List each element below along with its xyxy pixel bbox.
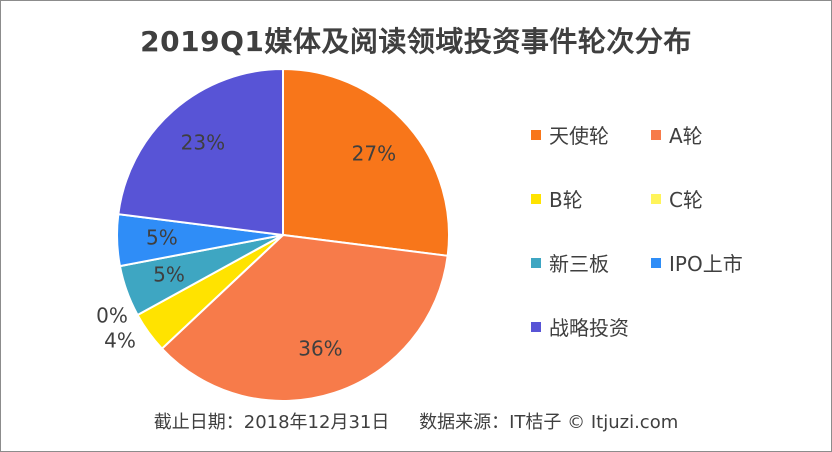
pie-slices	[116, 67, 450, 402]
legend-item-new-third-board: 新三板	[531, 248, 609, 277]
pie-label-a-round: 36%	[298, 337, 342, 361]
legend-swatch-a-round	[651, 129, 661, 140]
legend-label-c-round: C轮	[669, 188, 703, 212]
legend-swatch-ipo	[651, 257, 661, 268]
legend-label-a-round: A轮	[669, 124, 703, 148]
legend-label-b-round: B轮	[549, 188, 583, 212]
legend-label-ipo: IPO上市	[669, 252, 743, 276]
legend-item-a-round: A轮	[651, 120, 703, 149]
legend-label-new-third-board: 新三板	[549, 252, 609, 276]
footer-date: 截止日期：2018年12月31日	[153, 412, 390, 433]
legend-item-b-round: B轮	[531, 184, 583, 213]
legend-label-strategic-investment: 战略投资	[549, 316, 629, 340]
legend-label-angel: 天使轮	[549, 124, 609, 148]
pie-label-ipo: 5%	[146, 225, 178, 249]
pie-label-strategic-investment: 23%	[181, 131, 225, 155]
pie-slice-a-round	[160, 233, 449, 402]
legend-swatch-angel	[531, 129, 541, 140]
pie-label-new-third-board: 5%	[153, 263, 185, 287]
pie-label-angel: 27%	[352, 141, 396, 165]
legend-swatch-b-round	[531, 193, 541, 204]
pie-label-c-round: 0%	[96, 304, 128, 328]
legend-item-strategic-investment: 战略投资	[531, 312, 629, 341]
legend-swatch-strategic-investment	[531, 321, 541, 332]
legend-swatch-new-third-board	[531, 257, 541, 268]
legend-item-ipo: IPO上市	[651, 248, 743, 277]
footer-source: 数据来源：IT桔子 © Itjuzi.com	[419, 412, 679, 433]
legend-swatch-c-round	[651, 193, 661, 204]
pie-slice-strategic-investment	[117, 67, 284, 237]
pie-labels: 27% 36% 4%0% 5% 5% 23%	[96, 131, 396, 361]
legend-item-c-round: C轮	[651, 184, 703, 213]
legend-item-angel: 天使轮	[531, 120, 609, 149]
chart-footer: 截止日期：2018年12月31日 数据来源：IT桔子 © Itjuzi.com	[0, 408, 832, 434]
pie-label-b-round: 4%	[104, 329, 136, 353]
chart-title: 2019Q1媒体及阅读领域投资事件轮次分布	[140, 25, 692, 58]
pie-slice-angel	[282, 67, 450, 257]
